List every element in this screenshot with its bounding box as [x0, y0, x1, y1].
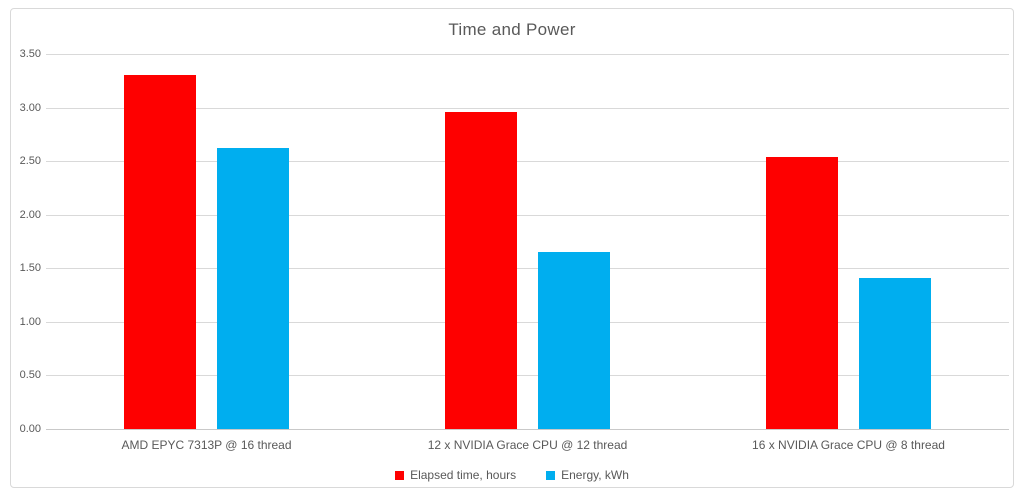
bar-energy-kwh-1	[538, 252, 610, 429]
gridline-1.00	[46, 321, 1009, 323]
gridline-2.00	[46, 214, 1009, 216]
y-tick-label-2.50: 2.50	[19, 155, 41, 168]
bar-energy-kwh-0	[217, 148, 289, 429]
gridline-3.50	[46, 54, 1009, 55]
gridline-3.00	[46, 107, 1009, 109]
gridline-2.50	[46, 161, 1009, 163]
legend-swatch-icon	[395, 470, 405, 480]
x-category-label-2: 16 x NVIDIA Grace CPU @ 8 thread	[752, 438, 945, 452]
y-tick-label-3.50: 3.50	[19, 48, 41, 60]
y-tick-label-1.00: 1.00	[19, 315, 41, 328]
bar-elapsed-time-hours-1	[445, 111, 517, 429]
y-tick-label-0.00: 0.00	[19, 423, 41, 435]
bar-elapsed-time-hours-2	[766, 156, 838, 429]
x-category-label-0: AMD EPYC 7313P @ 16 thread	[121, 438, 292, 452]
chart-title: Time and Power	[448, 20, 576, 39]
x-axis-labels: AMD EPYC 7313P @ 16 thread 12 x NVIDIA Gr…	[46, 438, 1009, 454]
y-tick-label-2.00: 2.00	[19, 208, 41, 221]
bar-energy-kwh-2	[859, 277, 931, 429]
x-axis-line	[46, 429, 1009, 430]
bar-elapsed-time-hours-0	[124, 75, 196, 429]
y-axis-labels: 0.00 0.50 1.00 1.50 2.00 2.50 3.00 3.50	[14, 48, 41, 435]
plot-area	[46, 54, 1009, 430]
chart-frame: Time and Power 0.00 0.50 1.00 1.50 2.00 2.50 3…	[10, 8, 1014, 488]
y-tick-label-1.50: 1.50	[19, 262, 41, 275]
gridline-1.50	[46, 268, 1009, 270]
legend-item-elapsed-time-hours: Elapsed time, hours	[395, 468, 516, 482]
gridline-0.50	[46, 375, 1009, 377]
x-category-label-1: 12 x NVIDIA Grace CPU @ 12 thread	[427, 438, 628, 452]
y-tick-label-3.00: 3.00	[19, 101, 41, 114]
y-tick-label-0.50: 0.50	[19, 369, 41, 382]
legend-swatch-icon	[546, 470, 556, 480]
legend: Elapsed time, hours Energy, kWh	[11, 468, 1013, 482]
legend-label: Energy, kWh	[561, 468, 629, 482]
legend-label: Elapsed time, hours	[410, 468, 517, 482]
legend-item-energy-kwh: Energy, kWh	[546, 468, 629, 482]
